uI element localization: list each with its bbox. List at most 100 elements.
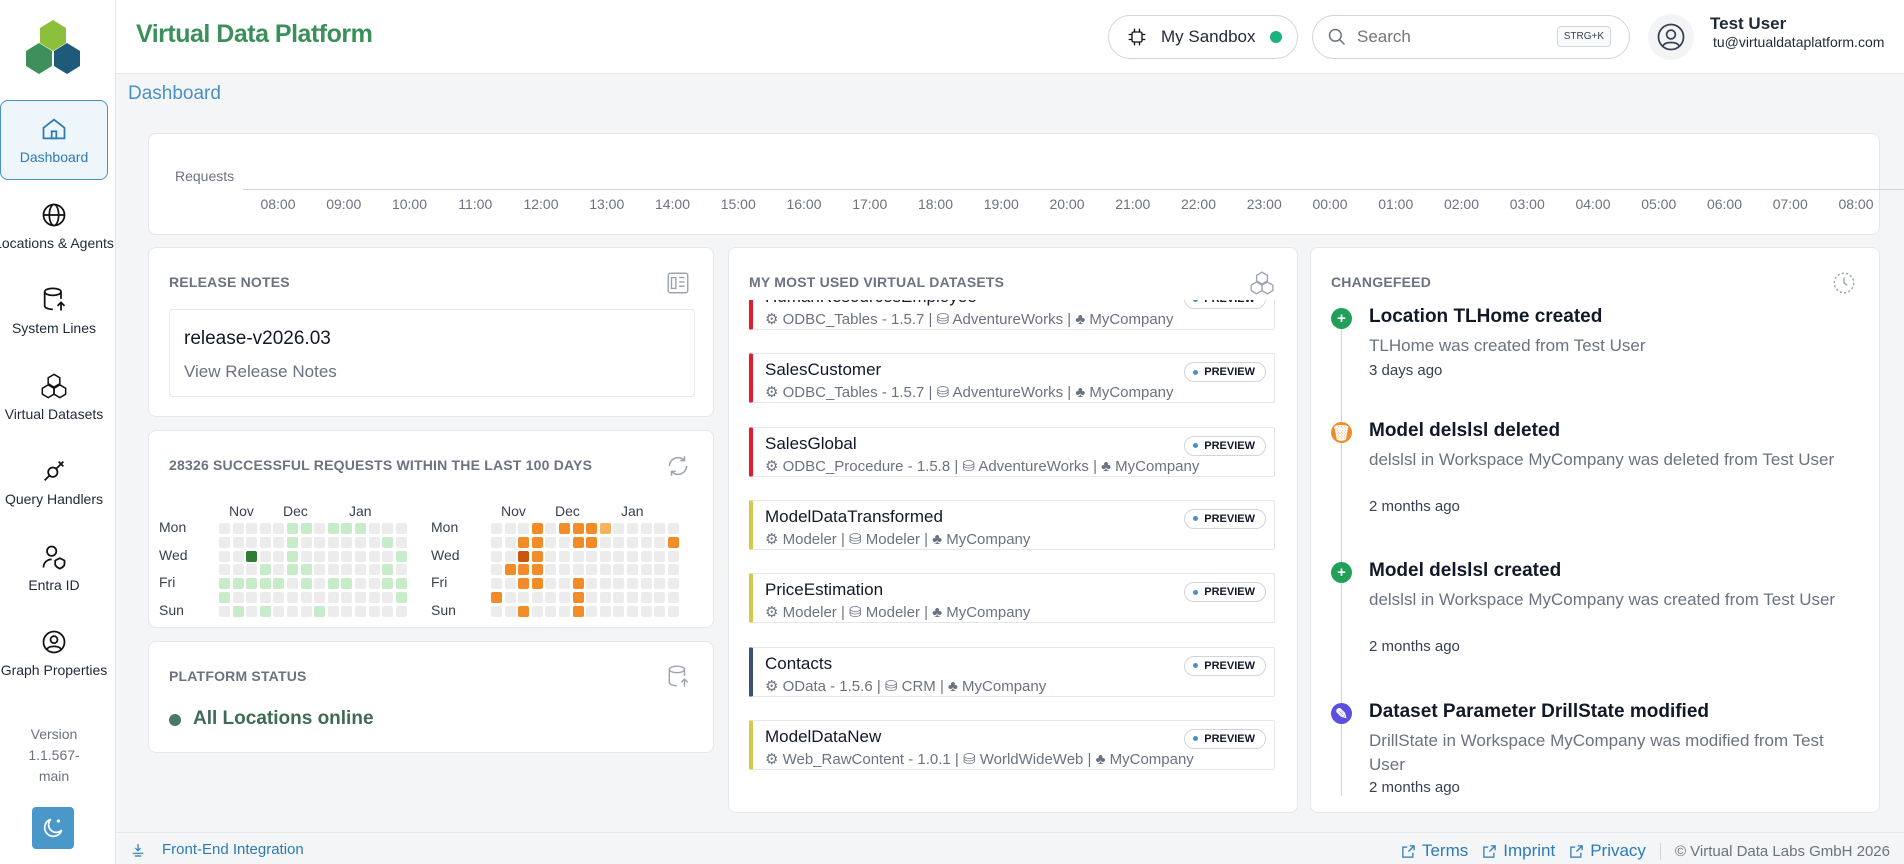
heatmap-cell[interactable] xyxy=(491,523,502,534)
heatmap-cell[interactable] xyxy=(491,536,502,548)
heatmap-cell[interactable] xyxy=(287,523,298,534)
heatmap-cell[interactable] xyxy=(572,523,584,534)
heatmap-cell[interactable] xyxy=(504,564,516,576)
heatmap-cell[interactable] xyxy=(327,523,339,534)
heatmap-cell[interactable] xyxy=(232,592,244,603)
heatmap-cell[interactable] xyxy=(599,536,611,548)
imprint-link[interactable]: Imprint xyxy=(1482,841,1555,861)
heatmap-cell[interactable] xyxy=(219,564,230,576)
heatmap-cell[interactable] xyxy=(667,564,679,576)
heatmap-cell[interactable] xyxy=(327,550,339,562)
heatmap-cell[interactable] xyxy=(613,592,625,603)
heatmap-cell[interactable] xyxy=(314,536,326,548)
heatmap-cell[interactable] xyxy=(395,550,407,562)
heatmap-cell[interactable] xyxy=(667,592,679,603)
heatmap-cell[interactable] xyxy=(341,550,353,562)
heatmap-cell[interactable] xyxy=(545,536,557,548)
front-end-integration-link[interactable]: Front-End Integration xyxy=(130,841,304,858)
heatmap-cell[interactable] xyxy=(287,592,298,603)
heatmap-cell[interactable] xyxy=(232,536,244,548)
heatmap-cell[interactable] xyxy=(314,578,326,590)
heatmap-cell[interactable] xyxy=(667,578,679,590)
heatmap-cell[interactable] xyxy=(382,523,394,534)
heatmap-cell[interactable] xyxy=(667,605,679,617)
preview-badge[interactable]: PREVIEW xyxy=(1184,582,1266,603)
heatmap-cell[interactable] xyxy=(355,592,366,603)
heatmap-cell[interactable] xyxy=(613,523,625,534)
dataset-item[interactable]: HumanResourcesEmployee ⚙ ODBC_Tables - 1.… xyxy=(749,300,1275,330)
heatmap-cell[interactable] xyxy=(518,550,530,562)
heatmap-cell[interactable] xyxy=(300,605,312,617)
heatmap-cell[interactable] xyxy=(667,523,679,534)
heatmap-cell[interactable] xyxy=(613,605,625,617)
preview-badge[interactable]: PREVIEW xyxy=(1184,435,1266,456)
sidebar-item-query-handlers[interactable]: Query Handlers xyxy=(0,442,108,522)
heatmap-cell[interactable] xyxy=(504,592,516,603)
heatmap-cell[interactable] xyxy=(586,605,598,617)
heatmap-cell[interactable] xyxy=(531,564,543,576)
heatmap-cell[interactable] xyxy=(232,564,244,576)
dataset-item[interactable]: SalesGlobal ⚙ ODBC_Procedure - 1.5.8 | ⛁ … xyxy=(749,426,1275,477)
heatmap-cell[interactable] xyxy=(599,564,611,576)
heatmap-cell[interactable] xyxy=(599,523,611,534)
heatmap-cell[interactable] xyxy=(531,550,543,562)
heatmap-cell[interactable] xyxy=(599,578,611,590)
heatmap-cell[interactable] xyxy=(559,523,570,534)
heatmap-cell[interactable] xyxy=(640,605,652,617)
heatmap-cell[interactable] xyxy=(314,605,326,617)
heatmap-cell[interactable] xyxy=(491,578,502,590)
heatmap-cell[interactable] xyxy=(259,605,271,617)
heatmap-cell[interactable] xyxy=(599,592,611,603)
heatmap-cell[interactable] xyxy=(246,550,258,562)
heatmap-cell[interactable] xyxy=(586,564,598,576)
heatmap-cell[interactable] xyxy=(341,536,353,548)
sidebar-item-dashboard[interactable]: Dashboard xyxy=(0,100,108,180)
heatmap-cell[interactable] xyxy=(599,605,611,617)
heatmap-cell[interactable] xyxy=(572,578,584,590)
heatmap-cell[interactable] xyxy=(219,550,230,562)
heatmap-cell[interactable] xyxy=(246,592,258,603)
heatmap-cell[interactable] xyxy=(341,523,353,534)
heatmap-cell[interactable] xyxy=(518,523,530,534)
heatmap-cell[interactable] xyxy=(246,536,258,548)
dataset-item[interactable]: Contacts ⚙ OData - 1.5.6 | ⛁ CRM | ♣ MyCo… xyxy=(749,646,1275,697)
heatmap-cell[interactable] xyxy=(232,523,244,534)
heatmap-cell[interactable] xyxy=(259,536,271,548)
heatmap-cell[interactable] xyxy=(572,564,584,576)
heatmap-cell[interactable] xyxy=(368,564,380,576)
heatmap-cell[interactable] xyxy=(545,550,557,562)
heatmap-cell[interactable] xyxy=(273,578,285,590)
sidebar-item-locations[interactable]: Locations & Agents xyxy=(0,186,114,266)
heatmap-cell[interactable] xyxy=(559,550,570,562)
heatmap-cell[interactable] xyxy=(368,523,380,534)
heatmap-cell[interactable] xyxy=(219,578,230,590)
heatmap-cell[interactable] xyxy=(273,564,285,576)
heatmap-cell[interactable] xyxy=(504,523,516,534)
heatmap-cell[interactable] xyxy=(300,523,312,534)
heatmap-cell[interactable] xyxy=(545,578,557,590)
heatmap-cell[interactable] xyxy=(314,523,326,534)
preview-badge[interactable]: PREVIEW xyxy=(1184,655,1266,676)
heatmap-cell[interactable] xyxy=(327,578,339,590)
heatmap-cell[interactable] xyxy=(518,536,530,548)
heatmap-cell[interactable] xyxy=(395,605,407,617)
heatmap-cell[interactable] xyxy=(654,536,666,548)
heatmap-cell[interactable] xyxy=(559,578,570,590)
heatmap-cell[interactable] xyxy=(232,605,244,617)
heatmap-cell[interactable] xyxy=(504,550,516,562)
sidebar-item-virtual-datasets[interactable]: Virtual Datasets xyxy=(0,357,108,437)
heatmap-cell[interactable] xyxy=(491,605,502,617)
heatmap-cell[interactable] xyxy=(287,578,298,590)
heatmap-cell[interactable] xyxy=(654,523,666,534)
heatmap-cell[interactable] xyxy=(368,536,380,548)
heatmap-cell[interactable] xyxy=(232,578,244,590)
release-notes-item[interactable]: release-v2026.03 View Release Notes xyxy=(169,309,695,397)
heatmap-cell[interactable] xyxy=(545,523,557,534)
heatmap-cell[interactable] xyxy=(355,605,366,617)
heatmap-cell[interactable] xyxy=(355,523,366,534)
heatmap-cell[interactable] xyxy=(654,578,666,590)
heatmap-cell[interactable] xyxy=(613,550,625,562)
heatmap-cell[interactable] xyxy=(273,605,285,617)
heatmap-cell[interactable] xyxy=(667,536,679,548)
heatmap-cell[interactable] xyxy=(531,605,543,617)
